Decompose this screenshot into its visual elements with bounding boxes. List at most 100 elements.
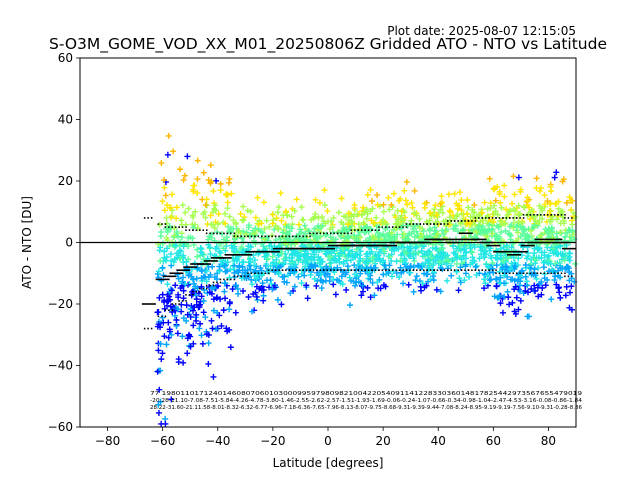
scatter-point	[173, 254, 180, 261]
scatter-point	[513, 294, 520, 301]
scatter-point	[268, 232, 275, 239]
scatter-point	[226, 306, 233, 313]
scatter-point	[155, 347, 162, 354]
scatter-point	[498, 204, 505, 211]
scatter-point	[218, 322, 225, 329]
scatter-point	[522, 288, 529, 295]
scatter-point	[433, 211, 440, 218]
scatter-point	[222, 210, 229, 217]
scatter-point	[269, 211, 276, 218]
scatter-point	[555, 198, 562, 205]
scatter-point	[536, 219, 543, 226]
scatter-point	[484, 228, 491, 235]
scatter-point	[469, 249, 476, 256]
scatter-point	[494, 252, 501, 259]
scatter-point	[232, 219, 239, 226]
scatter-point	[212, 326, 219, 333]
scatter-point	[393, 258, 400, 265]
scatter-point	[177, 248, 184, 255]
scatter-point	[454, 254, 461, 261]
scatter-point	[253, 293, 260, 300]
scatter-point	[403, 250, 410, 257]
scatter-point	[360, 219, 367, 226]
scatter-point	[364, 223, 371, 230]
x-tick-label: 0	[324, 434, 332, 448]
scatter-point	[157, 398, 164, 405]
bin-statistics	[141, 214, 577, 330]
scatter-point	[220, 307, 227, 314]
scatter-point	[526, 313, 533, 320]
scatter-point	[263, 217, 270, 224]
scatter-point	[451, 190, 458, 197]
scatter-point	[246, 262, 253, 269]
scatter-point	[513, 223, 520, 230]
scatter-point	[544, 198, 551, 205]
scatter-point	[544, 276, 551, 283]
scatter-point	[299, 259, 306, 266]
scatter-point	[361, 209, 368, 216]
scatter-point	[501, 182, 508, 189]
scatter-point	[557, 243, 564, 250]
scatter-point	[364, 284, 371, 291]
scatter-point	[364, 210, 371, 217]
scatter-point	[426, 260, 433, 267]
scatter-point	[312, 196, 319, 203]
scatter-point	[319, 222, 326, 229]
scatter-point	[531, 282, 538, 289]
scatter-point	[426, 248, 433, 255]
scatter-point	[249, 308, 256, 315]
scatter-point	[432, 202, 439, 209]
scatter-point	[546, 268, 553, 275]
scatter-point	[186, 331, 193, 338]
scatter-point	[532, 217, 539, 224]
scatter-point	[212, 202, 219, 209]
scatter-point	[223, 243, 230, 250]
scatter-point	[159, 264, 166, 271]
scatter-point	[345, 252, 352, 259]
scatter-point	[311, 249, 318, 256]
scatter-point	[311, 225, 318, 232]
scatter-point	[179, 278, 186, 285]
scatter-point	[360, 288, 366, 295]
scatter-point	[538, 249, 545, 256]
scatter-point	[539, 215, 546, 222]
scatter-point	[430, 277, 437, 284]
scatter-point	[298, 204, 305, 211]
scatter-point	[381, 262, 388, 269]
scatter-point	[343, 228, 350, 235]
scatter-point	[161, 248, 168, 255]
scatter-point	[452, 250, 459, 257]
scatter-point	[193, 317, 200, 324]
scatter-point	[198, 332, 205, 339]
scatter-point	[487, 200, 494, 207]
scatter-point	[516, 288, 523, 295]
scatter-point	[335, 209, 342, 216]
scatter-point	[402, 260, 409, 267]
scatter-point	[493, 275, 500, 282]
scatter-point	[283, 223, 290, 230]
scatter-point	[163, 341, 170, 348]
scatter-point	[155, 409, 162, 416]
scatter-point	[395, 246, 402, 253]
scatter-point	[531, 250, 538, 257]
scatter-point	[332, 291, 339, 298]
scatter-point	[405, 281, 412, 288]
scatter-point	[549, 214, 556, 221]
scatter-point	[481, 199, 488, 206]
scatter-point	[165, 132, 172, 139]
scatter-point	[164, 245, 171, 252]
scatter-point	[193, 311, 200, 318]
scatter-point	[326, 278, 333, 285]
scatter-point	[358, 292, 365, 299]
scatter-point	[500, 244, 507, 251]
scatter-point	[532, 260, 539, 267]
scatter-point	[421, 250, 428, 257]
scatter-point	[498, 229, 505, 236]
scatter-point	[247, 266, 254, 273]
scatter-point	[410, 288, 417, 295]
scatter-point	[240, 288, 247, 295]
scatter-point	[203, 267, 210, 274]
scatter-point	[450, 242, 457, 249]
scatter-point	[310, 246, 317, 253]
scatter-point	[233, 282, 240, 289]
